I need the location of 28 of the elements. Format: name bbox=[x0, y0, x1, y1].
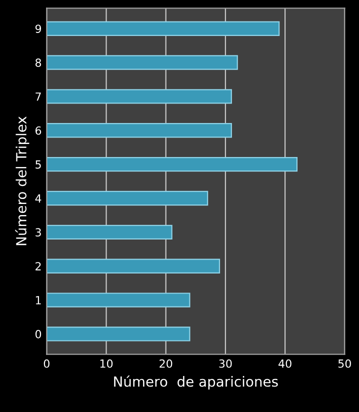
bar bbox=[46, 89, 232, 104]
y-tick-label: 4 bbox=[35, 194, 42, 202]
x-tick-label: 40 bbox=[278, 359, 292, 368]
y-tick-label: 5 bbox=[36, 160, 41, 169]
x-tick-label: 20 bbox=[160, 359, 172, 368]
y-tick-label: 1 bbox=[36, 296, 41, 304]
x-tick-label: 0 bbox=[44, 359, 50, 368]
bar bbox=[46, 326, 190, 342]
y-tick-label: 2 bbox=[36, 262, 41, 270]
y-tick-label: 3 bbox=[36, 228, 41, 237]
y-axis-title: Número del Triplex bbox=[15, 116, 30, 246]
x-tick-label: 30 bbox=[219, 359, 232, 368]
y-tick-label: 6 bbox=[36, 126, 42, 135]
y-tick-label: 7 bbox=[36, 92, 41, 101]
bar bbox=[46, 190, 208, 206]
y-tick-label: 9 bbox=[35, 24, 42, 33]
bar bbox=[46, 55, 238, 70]
bar bbox=[46, 123, 232, 138]
x-axis-title: Número de apariciones bbox=[114, 375, 278, 390]
y-tick-label: 8 bbox=[35, 58, 42, 67]
bar bbox=[46, 21, 280, 36]
y-tick-label: 0 bbox=[35, 330, 42, 338]
x-tick-label: 10 bbox=[100, 359, 113, 368]
x-tick-label: 50 bbox=[338, 359, 351, 368]
bar bbox=[46, 224, 172, 240]
bar bbox=[46, 258, 220, 274]
bar bbox=[46, 156, 298, 172]
bar bbox=[46, 292, 190, 308]
